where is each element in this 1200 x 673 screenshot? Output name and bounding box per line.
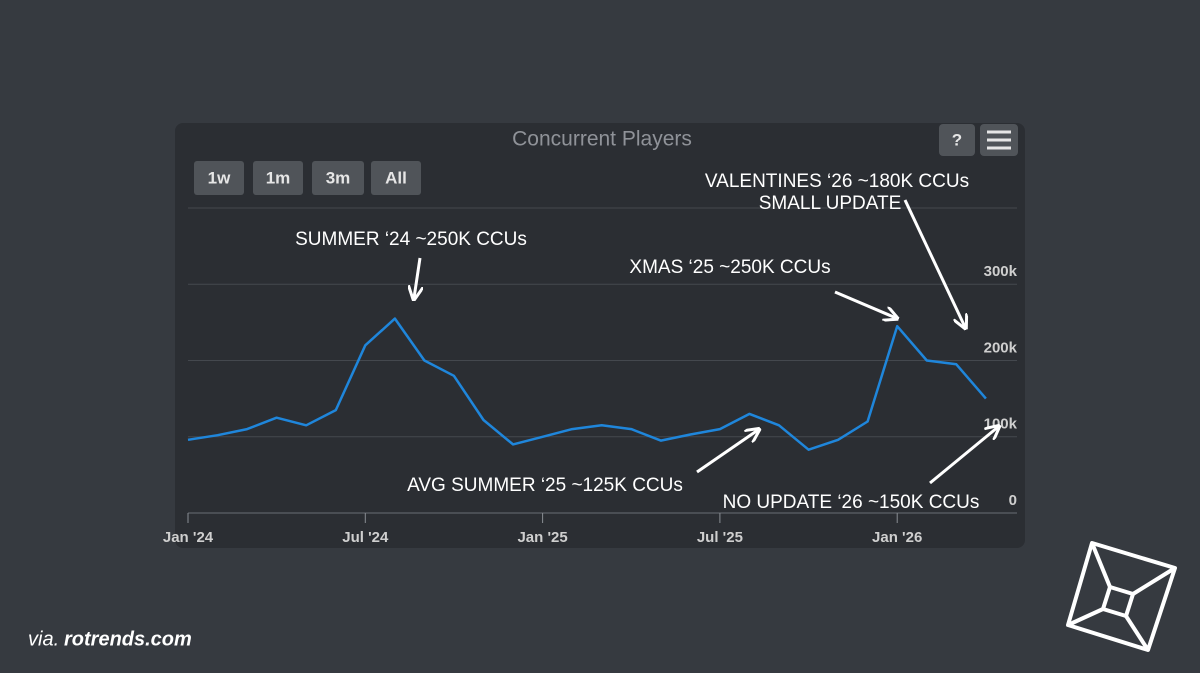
annotation: NO UPDATE ‘26 ~150K CCUs bbox=[723, 492, 980, 513]
chart-title: Concurrent Players bbox=[512, 128, 692, 151]
range-button-label[interactable]: 1w bbox=[208, 168, 231, 187]
annotation: SMALL UPDATE bbox=[759, 193, 902, 214]
chart-panel bbox=[175, 123, 1025, 548]
x-tick-label: Jul '24 bbox=[342, 529, 389, 546]
x-tick-label: Jul '25 bbox=[697, 529, 743, 546]
annotation: VALENTINES ‘26 ~180K CCUs bbox=[705, 171, 969, 192]
annotation: AVG SUMMER ‘25 ~125K CCUs bbox=[407, 475, 683, 496]
range-buttons: 1w 1m 3m All bbox=[194, 161, 421, 195]
range-button-label[interactable]: All bbox=[385, 168, 407, 187]
y-tick-label: 200k bbox=[984, 339, 1018, 356]
plot: 0 100k 200k 300k Jan '24 Jul '24 Jan '25 Jul '2… bbox=[163, 207, 1018, 546]
source-prefix: via. bbox=[28, 628, 59, 650]
series-line bbox=[187, 317, 987, 451]
range-button[interactable] bbox=[312, 161, 364, 195]
source-site[interactable]: rotrends.com bbox=[64, 628, 192, 650]
y-tick-label: 300k bbox=[984, 263, 1018, 280]
menu-icon bbox=[987, 130, 1011, 150]
logo bbox=[1066, 541, 1177, 652]
help-button[interactable] bbox=[939, 124, 975, 156]
annotation: XMAS ‘25 ~250K CCUs bbox=[629, 257, 830, 278]
y-tick-label: 0 bbox=[1009, 492, 1017, 509]
x-tick-label: Jan '24 bbox=[163, 529, 214, 546]
annotation: SUMMER ‘24 ~250K CCUs bbox=[295, 229, 527, 250]
annotations: SUMMER ‘24 ~250K CCUs XMAS ‘25 ~250K CCUs… bbox=[295, 171, 998, 513]
x-tick-label: Jan '25 bbox=[517, 529, 567, 546]
y-tick-label: 100k bbox=[984, 416, 1018, 433]
range-button[interactable] bbox=[253, 161, 303, 195]
x-tick-label: Jan '26 bbox=[872, 529, 922, 546]
help-button-label[interactable]: ? bbox=[952, 130, 962, 149]
range-button-label[interactable]: 3m bbox=[326, 168, 351, 187]
range-button[interactable] bbox=[194, 161, 244, 195]
range-button-label[interactable]: 1m bbox=[266, 168, 291, 187]
range-button[interactable] bbox=[371, 161, 421, 195]
